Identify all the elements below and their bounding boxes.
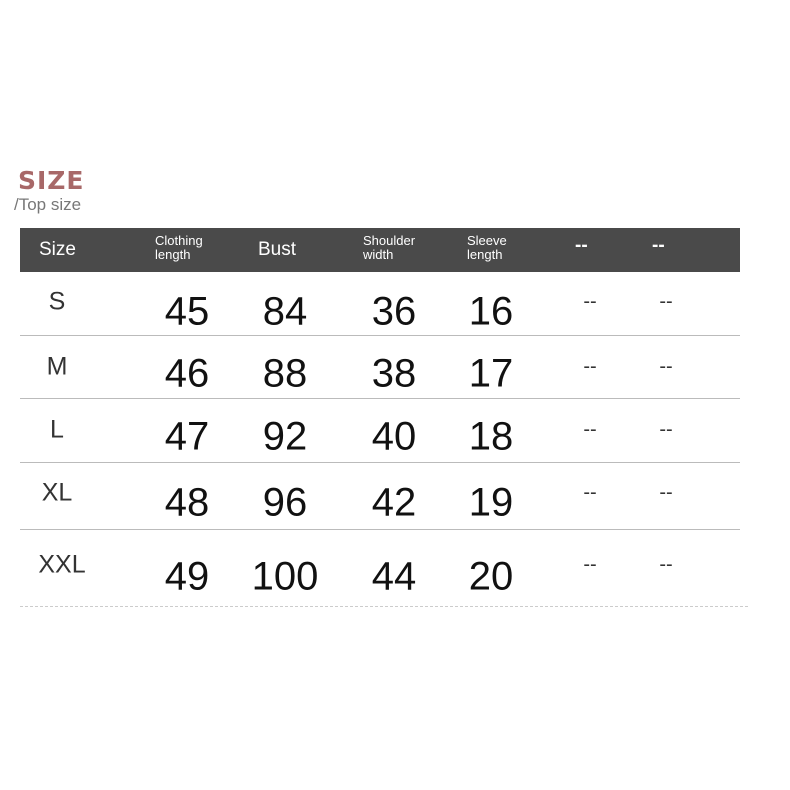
table-cell: 49 <box>164 554 210 599</box>
table-cell: 42 <box>371 480 417 525</box>
header-bust: Bust <box>258 239 297 260</box>
chart-subtitle: /Top size <box>14 195 82 214</box>
table-cell: -- <box>583 355 597 378</box>
table-cell: 88 <box>262 351 308 396</box>
size-label: L <box>50 415 64 444</box>
table-cell: -- <box>583 553 597 576</box>
table-cell: 44 <box>371 554 417 599</box>
table-cell: -- <box>659 553 673 576</box>
table-cell: 19 <box>468 480 514 525</box>
size-label: S <box>48 287 66 316</box>
table-header: Size Clothing length Bust Shoulder width… <box>20 228 740 272</box>
table-cell: 92 <box>262 414 308 459</box>
size-label: XL <box>41 478 73 507</box>
header-size: Size <box>39 239 76 260</box>
table-cell: 16 <box>468 289 514 334</box>
chart-title: SIZE <box>18 166 85 195</box>
size-label: M <box>46 352 68 381</box>
header-clothing-length: Clothing length <box>155 233 203 262</box>
table-cell: 48 <box>164 480 210 525</box>
table-cell: 18 <box>468 414 514 459</box>
table-cell: 100 <box>251 554 319 599</box>
table-cell: 96 <box>262 480 308 525</box>
table-cell: -- <box>583 418 597 441</box>
table-cell: -- <box>659 355 673 378</box>
table-cell: 40 <box>371 414 417 459</box>
row-divider <box>20 335 740 336</box>
header-extra-1: -- <box>575 235 588 256</box>
table-cell: 45 <box>164 289 210 334</box>
table-cell: -- <box>583 290 597 313</box>
table-cell: 38 <box>371 351 417 396</box>
table-cell: 84 <box>262 289 308 334</box>
row-divider <box>20 529 740 530</box>
header-shoulder-width: Shoulder width <box>363 233 416 262</box>
row-divider <box>20 462 740 463</box>
size-label: XXL <box>38 550 86 579</box>
row-divider <box>20 398 740 399</box>
header-extra-2: -- <box>652 235 665 256</box>
table-cell: 36 <box>371 289 417 334</box>
table-cell: -- <box>659 290 673 313</box>
table-cell: -- <box>659 418 673 441</box>
header-sleeve-length: Sleeve length <box>467 233 507 262</box>
table-cell: 47 <box>164 414 210 459</box>
table-cell: 20 <box>468 554 514 599</box>
table-cell: -- <box>659 481 673 504</box>
table-cell: -- <box>583 481 597 504</box>
table-bottom-border <box>20 606 748 607</box>
table-cell: 17 <box>468 351 514 396</box>
table-cell: 46 <box>164 351 210 396</box>
